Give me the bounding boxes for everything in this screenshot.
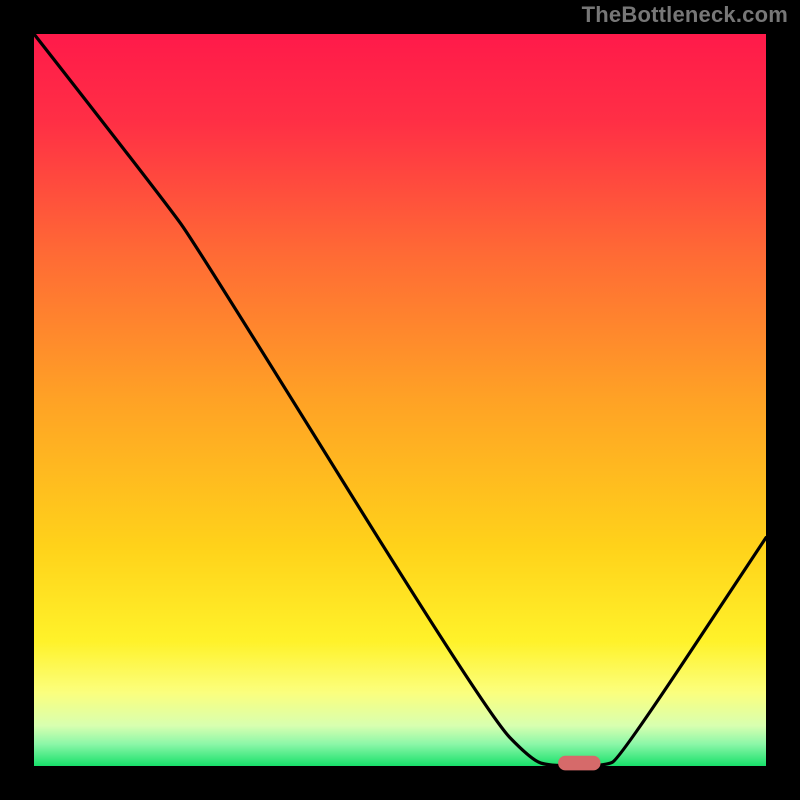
bottleneck-chart xyxy=(0,0,800,800)
chart-container: { "source": { "watermark_text": "TheBott… xyxy=(0,0,800,800)
optimal-range-marker xyxy=(558,756,600,771)
plot-gradient-background xyxy=(34,34,766,766)
watermark-text: TheBottleneck.com xyxy=(582,2,788,28)
